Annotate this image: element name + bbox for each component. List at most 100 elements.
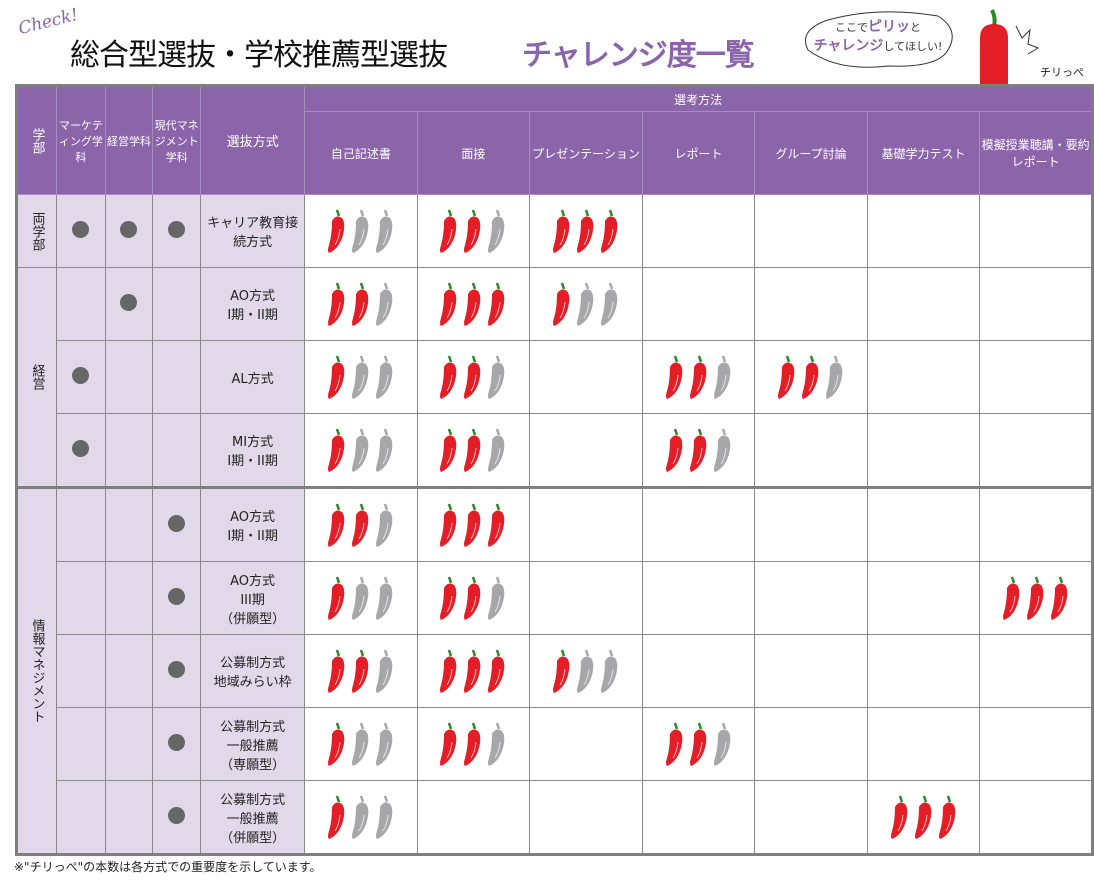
method-label: 一般推薦 — [226, 738, 279, 754]
method-label: 公募制方式 — [220, 656, 286, 671]
pepper-rating-cell — [641, 561, 756, 635]
pepper-rating-cell — [641, 194, 756, 268]
dept-cell — [56, 707, 106, 781]
chilli-pepper-icon — [440, 722, 457, 766]
pepper-rating-cell — [304, 267, 418, 341]
pepper-rating-cell — [866, 267, 981, 341]
dept-cell — [56, 267, 106, 341]
dept-cell — [56, 561, 106, 635]
pepper-rating-cell — [416, 561, 531, 635]
chilli-pepper-icon — [440, 355, 457, 399]
chilli-pepper-icon — [327, 355, 345, 399]
pepper-rating-cell — [529, 707, 643, 781]
method-cell: AO方式 I期・II期 — [199, 486, 306, 562]
pepper-rating-cell — [529, 267, 643, 341]
chilli-pepper-icon — [600, 649, 618, 693]
applicable-dot-icon — [168, 806, 186, 824]
applicable-dot-icon — [168, 733, 186, 751]
table-row: AO方式 III期 （併願型） — [17, 561, 1093, 635]
chilli-pepper-icon — [890, 795, 907, 839]
chilli-pepper-icon — [440, 503, 457, 547]
pepper-rating-cell — [754, 340, 868, 414]
chilli-pepper-icon — [375, 209, 393, 253]
pepper-rating-cell — [529, 561, 643, 635]
pepper-rating-cell — [979, 340, 1093, 414]
method-label: （併願型） — [220, 830, 286, 846]
dept-cell — [56, 413, 106, 488]
footnote: ※"チリっぺ"の本数は各方式での重要度を示しています。 — [14, 860, 322, 874]
pepper-rating-cell — [754, 267, 868, 341]
pepper-rating-cell — [979, 267, 1093, 341]
pepper-rating-cell — [866, 634, 981, 708]
method-label: AO方式 — [230, 573, 276, 589]
chilli-pepper-icon — [488, 576, 505, 620]
faculty-cell: 両学部 — [16, 194, 57, 268]
method-label: III期 — [240, 592, 265, 608]
dept-cell — [152, 561, 201, 635]
pepper-rating-cell — [641, 486, 756, 562]
pepper-rating-cell — [866, 413, 981, 488]
chilli-pepper-icon — [778, 355, 795, 399]
pepper-rating-cell — [304, 561, 418, 635]
table-row: MI方式 I期・II期 — [17, 413, 1093, 488]
chilli-pepper-icon — [689, 428, 706, 472]
method-cell: キャリア教育接続方式 — [199, 194, 306, 268]
chilli-pepper-icon — [375, 576, 393, 620]
pepper-rating-cell — [866, 780, 981, 855]
header-faculty: 学部 — [16, 85, 57, 195]
chilli-pepper-icon — [464, 649, 481, 693]
dept-cell — [152, 267, 201, 341]
chilli-pepper-icon — [464, 282, 481, 326]
chilli-pepper-icon — [1050, 576, 1067, 620]
dept-cell — [104, 340, 154, 414]
header-selection-group: 選考方法 — [304, 85, 1093, 112]
chilli-pepper-icon — [488, 282, 505, 326]
pepper-rating-cell — [641, 267, 756, 341]
chilli-pepper-icon — [488, 355, 505, 399]
table-row: 公募制方式 一般推薦 （併願型） — [17, 780, 1093, 855]
pepper-rating-cell — [866, 340, 981, 414]
applicable-dot-icon — [168, 587, 186, 605]
dept-cell — [152, 340, 201, 414]
method-cell: 公募制方式 一般推薦 （専願型） — [199, 707, 306, 781]
header-business: 経営学科 — [104, 85, 154, 195]
chilli-pepper-icon — [375, 795, 393, 839]
chilli-pepper-icon — [713, 428, 730, 472]
pepper-rating-cell — [304, 780, 418, 855]
chilli-pepper-icon — [1026, 576, 1043, 620]
chilli-pepper-icon — [440, 649, 457, 693]
chilli-pepper-icon — [375, 503, 393, 547]
pepper-rating-cell — [866, 561, 981, 635]
pepper-rating-cell — [979, 780, 1093, 855]
pepper-rating-cell — [416, 634, 531, 708]
dept-cell — [104, 561, 154, 635]
pepper-rating-cell — [416, 194, 531, 268]
chilli-pepper-icon — [327, 428, 345, 472]
dept-cell — [104, 634, 154, 708]
dept-cell — [56, 194, 106, 268]
header-criterion: 基礎学力テスト — [866, 111, 981, 195]
applicable-dot-icon — [120, 220, 138, 238]
chilli-pepper-icon — [826, 355, 843, 399]
pepper-rating-cell — [754, 634, 868, 708]
chilli-pepper-icon — [552, 209, 570, 253]
method-cell: AO方式 I期・II期 — [199, 267, 306, 341]
dept-cell — [152, 707, 201, 781]
header-criterion: 自己記述書 — [304, 111, 418, 195]
dept-cell — [104, 486, 154, 562]
chilli-pepper-icon — [488, 722, 505, 766]
applicable-dot-icon — [72, 439, 90, 457]
pepper-rating-cell — [641, 780, 756, 855]
chilli-pepper-icon — [665, 722, 682, 766]
method-label: キャリア教育接続方式 — [207, 216, 299, 250]
chilli-pepper-icon — [464, 722, 481, 766]
dept-cell — [56, 780, 106, 855]
table-row: 公募制方式 一般推薦 （専願型） — [17, 707, 1093, 781]
chilli-pepper-icon — [440, 282, 457, 326]
chilli-pepper-icon — [689, 722, 706, 766]
chilli-pepper-icon — [576, 209, 594, 253]
chilli-pepper-icon — [440, 576, 457, 620]
chilli-pepper-icon — [440, 209, 457, 253]
faculty-cell: 経営 — [16, 267, 57, 488]
chilli-pepper-icon — [327, 503, 345, 547]
